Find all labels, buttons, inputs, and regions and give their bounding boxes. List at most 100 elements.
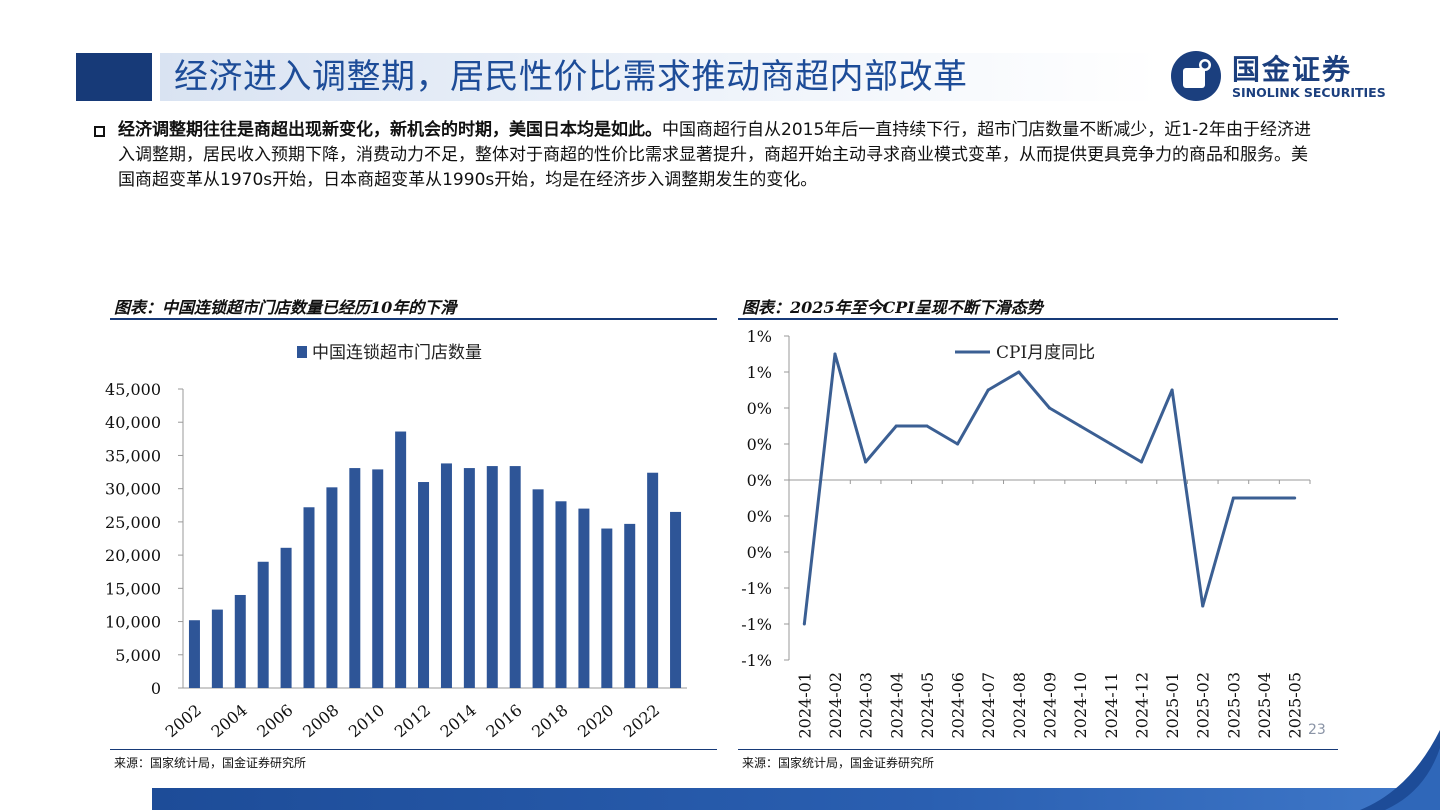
legend-swatch [297,346,307,358]
x-tick-label: 2024-06 [949,672,968,738]
bold-lead: 经济调整期往往是商超出现新变化，新机会的时期，美国日本均是如此。 [118,120,662,140]
cpi-point [1109,442,1113,446]
y-tick-label: 0% [747,435,772,454]
legend-label: 中国连锁超市门店数量 [312,343,482,363]
bar [532,489,544,688]
bar [303,507,315,688]
bar [395,431,407,688]
x-tick-label: 2025-01 [1163,672,1182,738]
x-tick-label: 2024-04 [887,672,906,738]
x-tick-label: 2025-05 [1286,672,1305,738]
x-tick-label: 2010 [345,701,388,742]
y-tick-label: 30,000 [105,480,161,499]
x-tick-label: 2020 [574,701,617,742]
cpi-point [894,424,898,428]
left-chart-title: 图表：中国连锁超市门店数量已经历10年的下滑 [114,298,457,317]
bar [509,466,521,688]
y-tick-label: 0% [747,399,772,418]
bar [578,508,590,688]
x-tick-label: 2024-02 [826,672,845,738]
x-tick-label: 2014 [437,701,480,742]
legend-label: CPI月度同比 [996,343,1095,363]
bullet-square-icon [94,126,105,137]
bar [349,468,361,688]
x-tick-label: 2012 [391,701,434,742]
cpi-point [1078,424,1082,428]
cpi-point [1231,496,1235,500]
y-tick-label: 0 [151,679,161,698]
y-tick-label: -1% [741,615,772,634]
left-title-rule [110,318,717,320]
cpi-point [864,460,868,464]
x-tick-label: 2024-11 [1102,672,1121,738]
y-tick-label: 1% [747,327,772,346]
bar [440,463,452,688]
x-tick-label: 2006 [253,701,296,742]
left-source-rule [110,749,717,750]
cpi-point [1139,460,1143,464]
right-chart-title: 图表：2025年至今CPI呈现不断下滑态势 [742,298,1043,317]
footer-bar [152,788,1440,810]
cpi-point [1262,496,1266,500]
cpi-point [1201,604,1205,608]
x-tick-label: 2025-02 [1194,672,1213,738]
y-tick-label: 0% [747,543,772,562]
x-tick-label: 2024-09 [1041,672,1060,738]
bar [188,620,200,688]
right-title-rule [738,318,1338,320]
y-tick-label: -1% [741,579,772,598]
bar [418,482,430,688]
body-paragraph: 经济调整期往往是商超出现新变化，新机会的时期，美国日本均是如此。中国商超行自从2… [118,118,1318,193]
bar [601,528,613,688]
body-text: 中国商超行自从2015年后一直持续下行，超市门店数量不断减少，近1-2年由于经济… [118,120,1312,190]
x-tick-label: 2002 [162,701,205,742]
page-number: 23 [1308,722,1326,738]
logo-chinese-text: 国金证券 [1232,53,1353,86]
logo-english-text: SINOLINK SECURITIES [1232,85,1386,100]
y-tick-label: 40,000 [105,413,161,432]
y-tick-label: 20,000 [105,546,161,565]
x-tick-label: 2024-08 [1010,672,1029,738]
y-tick-label: 0% [747,471,772,490]
title-bar [160,53,1160,101]
x-tick-label: 2008 [299,701,342,742]
cpi-point [1293,496,1297,500]
bar [280,547,292,688]
x-tick-label: 2024-03 [857,672,876,738]
bar [624,523,636,688]
y-tick-label: 35,000 [105,446,161,465]
x-tick-label: 2024-12 [1132,672,1151,738]
right-source-rule [738,749,1338,750]
bar [234,594,246,688]
y-tick-label: 15,000 [105,579,161,598]
bar [647,472,659,688]
cpi-point [1048,406,1051,410]
bar [670,511,682,688]
x-tick-label: 2024-10 [1071,672,1090,738]
title-accent-block [76,53,152,101]
y-tick-label: 45,000 [105,380,161,399]
x-tick-label: 2024-01 [795,672,814,738]
bar [257,561,269,688]
x-tick-label: 2024-05 [918,672,937,738]
bar [486,466,498,688]
y-tick-label: 0% [747,507,772,526]
company-logo: 国金证券 SINOLINK SECURITIES [1170,48,1420,104]
x-tick-label: 2022 [620,701,663,742]
left-source-text: 来源：国家统计局，国金证券研究所 [114,756,307,770]
cpi-point [1017,370,1021,374]
y-tick-label: 1% [747,363,772,382]
y-tick-label: 5,000 [115,646,161,665]
cpi-line-chart: -1% -1% -1% 0% 0% 0% 0% 0% 1% 1% 2024-01 2024-02 202… [741,327,1311,738]
x-tick-label: 2016 [482,701,525,742]
right-source-text: 来源：国家统计局，国金证券研究所 [742,756,935,770]
logo-mark-icon [1171,51,1221,101]
x-tick-label: 2025-04 [1255,672,1274,738]
cpi-point [1170,388,1174,392]
cpi-point [802,622,806,626]
y-tick-label: -1% [741,651,772,670]
x-tick-label: 2025-03 [1224,672,1243,738]
cpi-point [986,388,990,392]
cpi-point [833,352,837,356]
x-tick-label: 2018 [528,701,571,742]
